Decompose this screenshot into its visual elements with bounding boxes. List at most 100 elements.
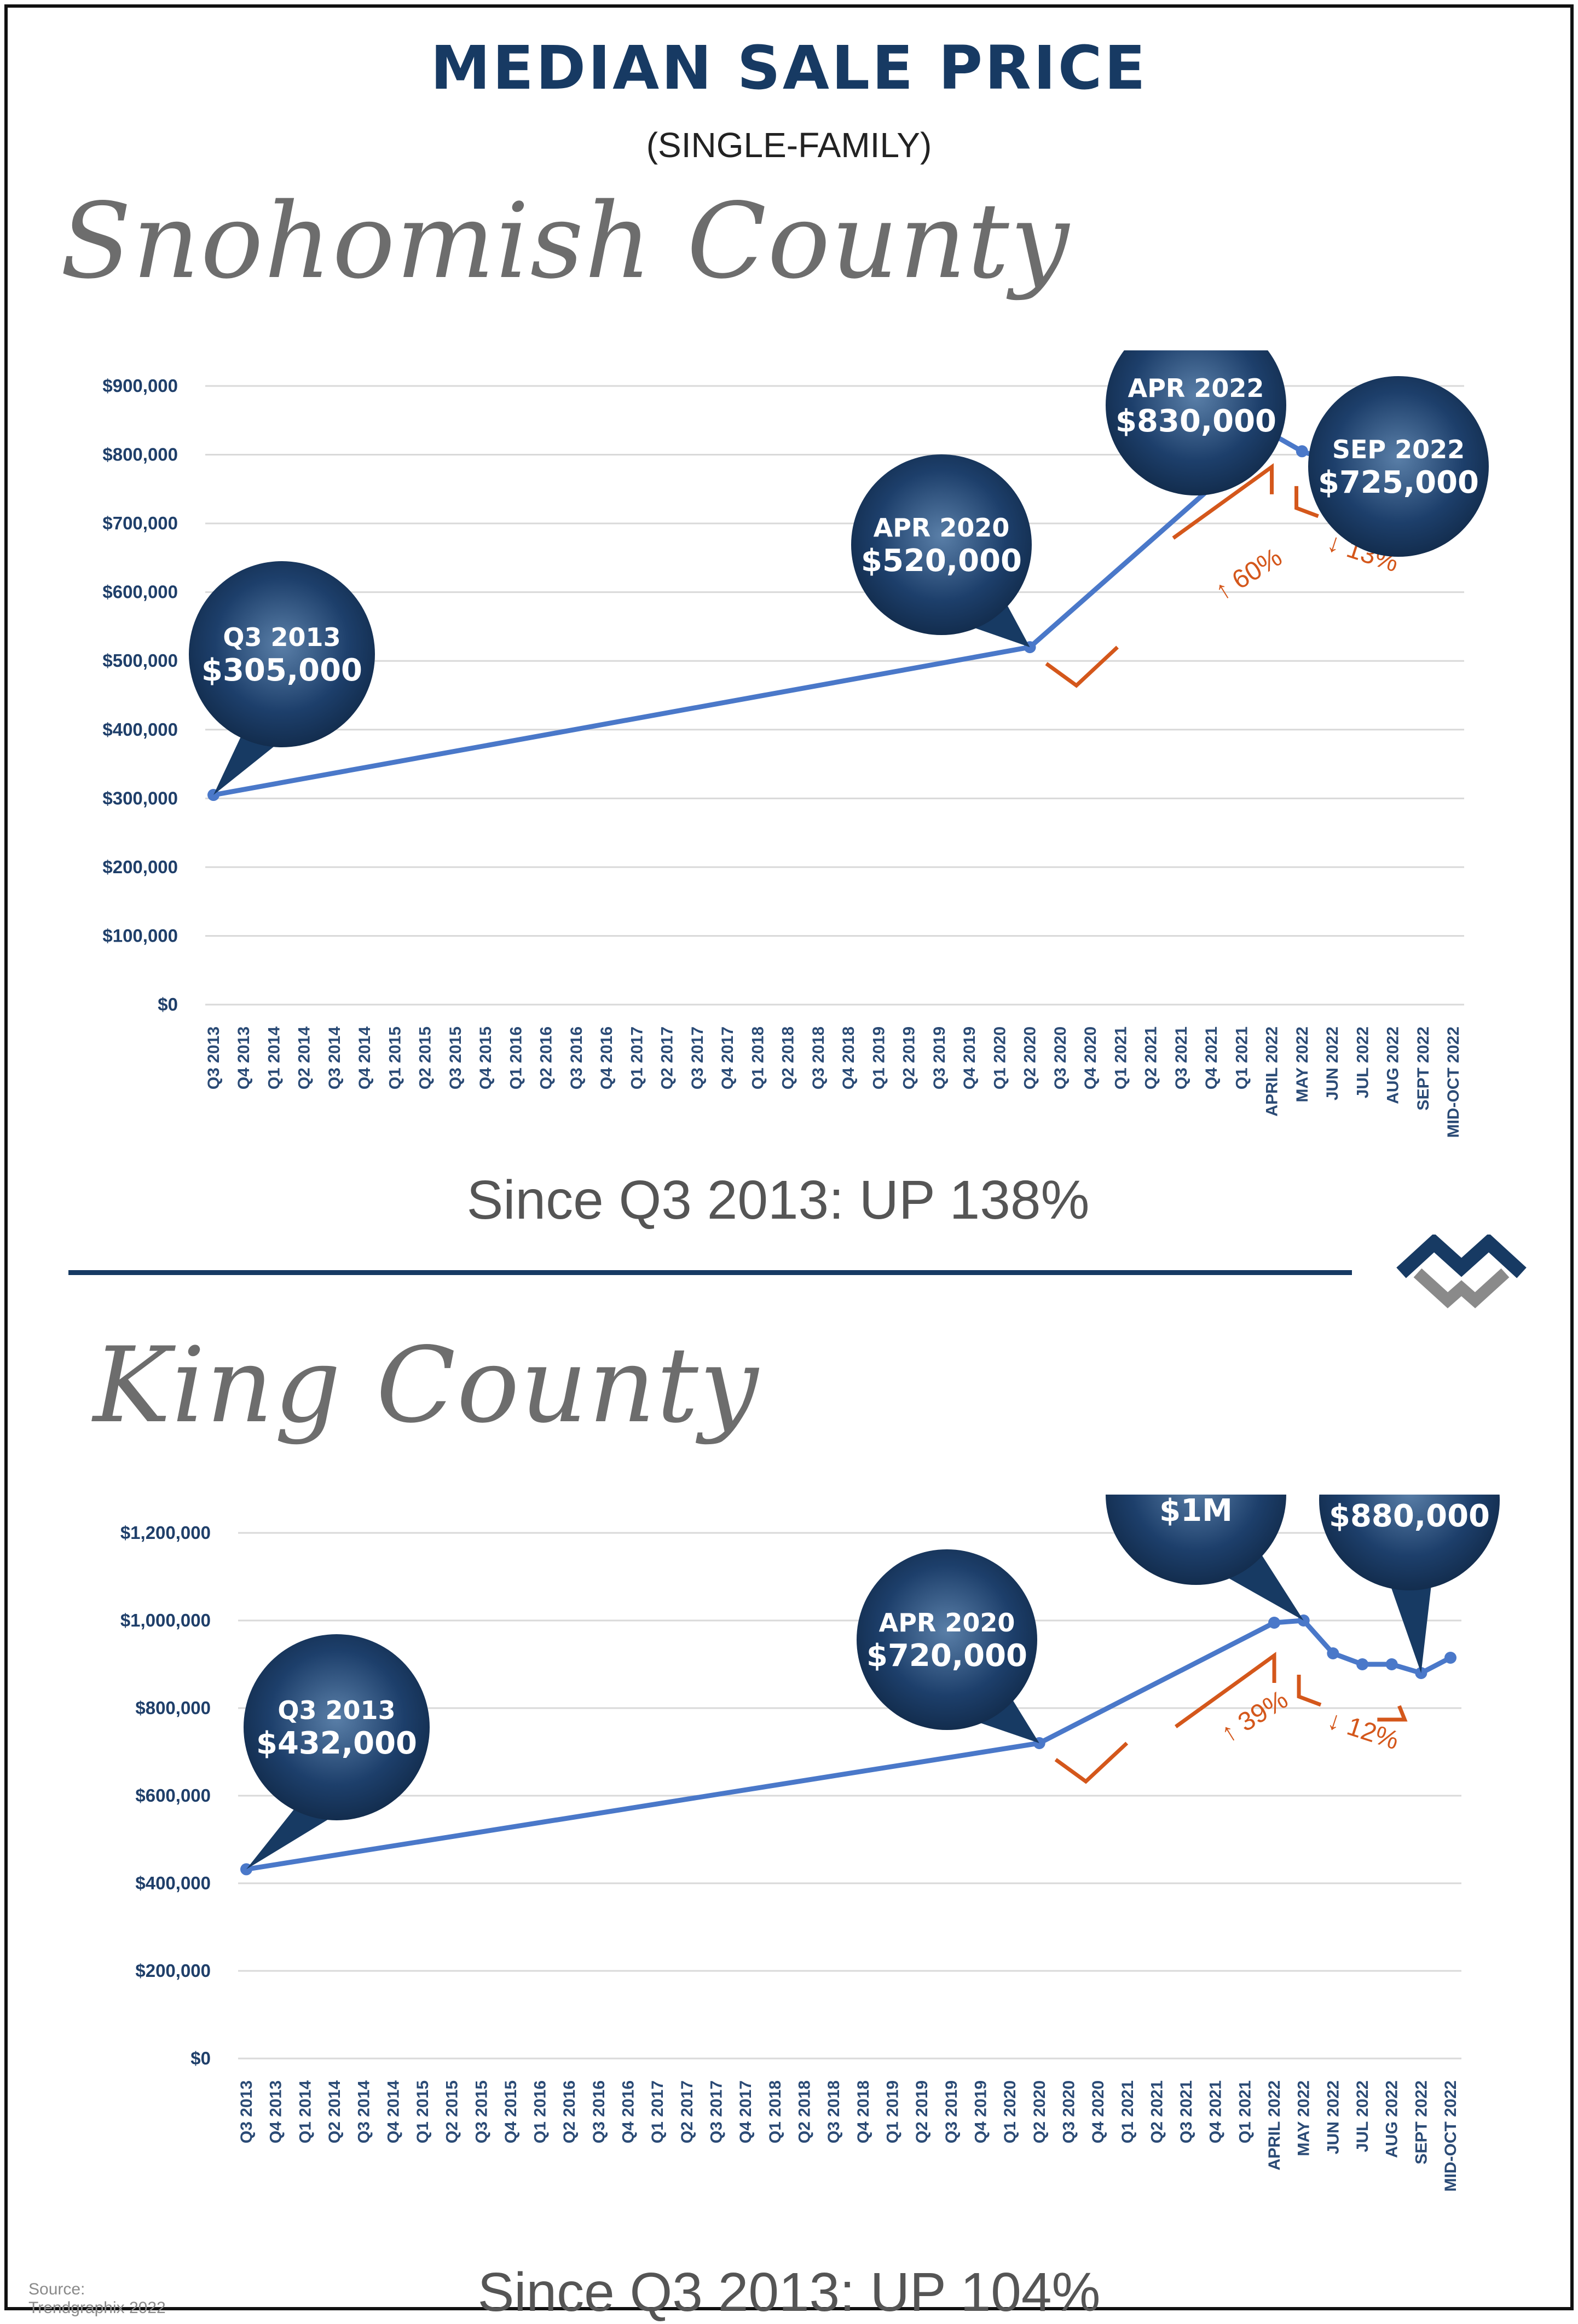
page-title: MEDIAN SALE PRICE bbox=[430, 33, 1148, 103]
x-tick-label: Q1 2015 bbox=[414, 2080, 432, 2143]
callout-label: SEP 2022 bbox=[1332, 435, 1465, 464]
callout-bubble: APR 2020$720,000 bbox=[857, 1549, 1039, 1743]
callout-value: $305,000 bbox=[201, 653, 362, 688]
x-tick-label: Q1 2016 bbox=[531, 2080, 550, 2143]
y-tick-label: $1,200,000 bbox=[120, 1523, 211, 1543]
x-tick-label: Q3 2015 bbox=[472, 2080, 490, 2143]
callout-bubble: SEP 2022$880,000 bbox=[1319, 1495, 1500, 1673]
y-tick-label: $200,000 bbox=[102, 857, 178, 877]
x-tick-label: Q4 2021 bbox=[1207, 2080, 1225, 2143]
snohomish-chart-title: Snohomish County bbox=[60, 181, 1071, 302]
x-tick-label: Q4 2019 bbox=[961, 1027, 979, 1089]
x-tick-label: JUN 2022 bbox=[1323, 1027, 1342, 1100]
x-tick-label: Q4 2014 bbox=[356, 1027, 374, 1089]
callout-bubble: APR 2020$520,000 bbox=[851, 454, 1032, 648]
x-tick-label: Q3 2017 bbox=[708, 2080, 726, 2143]
x-tick-label: MAY 2022 bbox=[1293, 1027, 1311, 1102]
y-tick-label: $600,000 bbox=[102, 582, 178, 602]
x-tick-label: Q4 2015 bbox=[477, 1027, 495, 1089]
x-tick-label: Q3 2019 bbox=[930, 1027, 949, 1089]
y-tick-label: $0 bbox=[190, 2048, 211, 2068]
callout-label: APR 2020 bbox=[879, 1608, 1015, 1637]
x-tick-label: Q3 2013 bbox=[205, 1027, 223, 1089]
x-tick-label: Q3 2017 bbox=[689, 1027, 707, 1089]
x-tick-label: Q3 2018 bbox=[825, 2080, 843, 2143]
callout-value: $880,000 bbox=[1329, 1498, 1490, 1534]
y-tick-label: $200,000 bbox=[135, 1960, 211, 1981]
callout-label: Q3 2013 bbox=[278, 1696, 395, 1725]
callout-label: APR 2020 bbox=[874, 513, 1010, 543]
x-tick-label: Q1 2021 bbox=[1119, 2080, 1137, 2143]
x-tick-label: Q2 2016 bbox=[560, 2080, 579, 2143]
x-tick-label: Q4 2018 bbox=[840, 1027, 858, 1089]
series-line bbox=[213, 431, 1453, 798]
x-tick-label: Q2 2014 bbox=[326, 2080, 344, 2143]
x-tick-label: Q4 2018 bbox=[854, 2080, 872, 2143]
y-tick-label: $500,000 bbox=[102, 650, 178, 671]
change-bracket-up bbox=[1054, 1652, 1276, 1784]
page-frame bbox=[4, 4, 1574, 2310]
x-tick-label: Q1 2017 bbox=[628, 1027, 646, 1089]
x-tick-label: Q2 2019 bbox=[900, 1027, 918, 1089]
x-tick-label: Q4 2020 bbox=[1089, 2080, 1107, 2143]
x-tick-label: Q4 2014 bbox=[384, 2080, 402, 2143]
source-note: Source: Trendgraphix 2022 bbox=[28, 2280, 166, 2317]
page-subtitle: (SINGLE-FAMILY) bbox=[646, 125, 932, 165]
x-tick-label: Q2 2016 bbox=[537, 1027, 556, 1089]
callout-bubble: MAY 2022$1M bbox=[1106, 1495, 1304, 1621]
change-label-up: ↑ 39% bbox=[1216, 1685, 1293, 1749]
x-tick-label: SEPT 2022 bbox=[1412, 2080, 1430, 2164]
x-tick-label: Q3 2021 bbox=[1172, 1027, 1190, 1089]
x-tick-label: Q4 2016 bbox=[620, 2080, 638, 2143]
x-tick-label: Q4 2017 bbox=[737, 2080, 755, 2143]
x-tick-label: Q4 2021 bbox=[1203, 1027, 1221, 1089]
x-tick-label: MID-OCT 2022 bbox=[1444, 1027, 1463, 1138]
callout-value: $830,000 bbox=[1115, 403, 1276, 439]
x-tick-label: Q2 2020 bbox=[1021, 1027, 1039, 1089]
x-tick-label: SEPT 2022 bbox=[1414, 1027, 1432, 1110]
callout-label: SEP 2022 bbox=[1343, 1495, 1476, 1498]
x-tick-label: Q3 2019 bbox=[943, 2080, 961, 2143]
snohomish-summary: Since Q3 2013: UP 138% bbox=[466, 1169, 1090, 1231]
callout-value: $432,000 bbox=[256, 1726, 417, 1761]
y-tick-label: $800,000 bbox=[135, 1698, 211, 1718]
x-tick-label: Q3 2014 bbox=[326, 1027, 344, 1089]
x-tick-label: Q2 2017 bbox=[658, 1027, 677, 1089]
x-tick-label: MID-OCT 2022 bbox=[1442, 2080, 1460, 2192]
snohomish-line-chart: $0 $100,000 $200,000 $300,000 $400,000 $500,0… bbox=[102, 350, 1489, 1138]
x-tick-label: Q1 2020 bbox=[991, 1027, 1009, 1089]
x-tick-label: Q3 2018 bbox=[810, 1027, 828, 1089]
change-bracket-down bbox=[1297, 1675, 1408, 1722]
x-tick-label: Q2 2019 bbox=[913, 2080, 931, 2143]
x-tick-label: APRIL 2022 bbox=[1265, 2080, 1284, 2171]
x-tick-label: Q2 2014 bbox=[296, 1027, 314, 1089]
x-tick-label: Q1 2021 bbox=[1233, 1027, 1251, 1089]
callout-value: $725,000 bbox=[1318, 465, 1479, 500]
change-label-up: ↑ 60% bbox=[1210, 543, 1287, 606]
source-label: Source: bbox=[28, 2280, 85, 2298]
callout-bubble: Q3 2013$305,000 bbox=[189, 561, 375, 795]
x-tick-label: Q3 2021 bbox=[1177, 2080, 1195, 2143]
callout-value: $1M bbox=[1159, 1495, 1233, 1529]
x-tick-label: Q3 2015 bbox=[447, 1027, 465, 1089]
x-tick-label: Q4 2016 bbox=[598, 1027, 616, 1089]
x-tick-label: Q2 2021 bbox=[1142, 1027, 1160, 1089]
callout-value: $720,000 bbox=[866, 1638, 1027, 1674]
x-tick-label: JUL 2022 bbox=[1354, 2080, 1372, 2152]
x-tick-label: Q2 2015 bbox=[443, 2080, 461, 2143]
data-point bbox=[1296, 445, 1308, 458]
x-tick-label: Q3 2014 bbox=[355, 2080, 373, 2143]
x-tick-label: Q1 2017 bbox=[649, 2080, 667, 2143]
data-point bbox=[1356, 1658, 1369, 1670]
change-label-down: ↓ 12% bbox=[1324, 1705, 1402, 1756]
callout-value: $520,000 bbox=[861, 543, 1022, 579]
x-tick-label: Q2 2020 bbox=[1031, 2080, 1049, 2143]
x-tick-label: JUL 2022 bbox=[1354, 1027, 1372, 1098]
change-bracket-up bbox=[1045, 463, 1274, 688]
x-tick-label: APRIL 2022 bbox=[1263, 1027, 1281, 1117]
x-tick-label: Q1 2018 bbox=[766, 2080, 784, 2143]
callout-bubble: Q3 2013$432,000 bbox=[244, 1634, 430, 1870]
x-tick-label: Q3 2020 bbox=[1060, 2080, 1078, 2143]
x-tick-label: Q3 2013 bbox=[238, 2080, 256, 2143]
callout-label: APR 2022 bbox=[1128, 373, 1264, 403]
